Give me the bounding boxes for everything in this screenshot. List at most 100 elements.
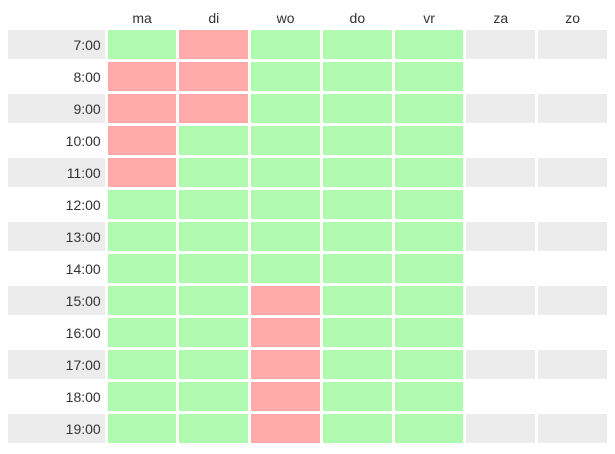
slot-do-9:00-available[interactable] — [322, 94, 392, 123]
slot-vr-12:00-available[interactable] — [394, 190, 464, 219]
slot-vr-13:00-available[interactable] — [394, 222, 464, 251]
slot-ma-10:00-unavailable[interactable] — [107, 126, 177, 155]
table-row: 10:00 — [8, 126, 607, 155]
time-label: 10:00 — [8, 126, 105, 155]
slot-wo-10:00-available[interactable] — [251, 126, 320, 155]
time-label: 18:00 — [8, 382, 105, 411]
slot-do-17:00-available[interactable] — [322, 350, 392, 379]
time-label: 13:00 — [8, 222, 105, 251]
slot-do-19:00-available[interactable] — [322, 414, 392, 443]
slot-ma-16:00-available[interactable] — [107, 318, 177, 347]
time-label: 19:00 — [8, 414, 105, 443]
slot-wo-11:00-available[interactable] — [251, 158, 320, 187]
table-row: 17:00 — [8, 350, 607, 379]
slot-ma-17:00-available[interactable] — [107, 350, 177, 379]
slot-wo-7:00-available[interactable] — [251, 30, 320, 59]
slot-ma-11:00-unavailable[interactable] — [107, 158, 177, 187]
slot-wo-15:00-unavailable[interactable] — [251, 286, 320, 315]
slot-vr-11:00-available[interactable] — [394, 158, 464, 187]
slot-do-14:00-available[interactable] — [322, 254, 392, 283]
slot-wo-19:00-unavailable[interactable] — [251, 414, 320, 443]
slot-di-19:00-available[interactable] — [179, 414, 249, 443]
slot-vr-19:00-available[interactable] — [394, 414, 464, 443]
slot-za-15:00-empty — [466, 286, 536, 315]
slot-ma-7:00-available[interactable] — [107, 30, 177, 59]
slot-vr-16:00-available[interactable] — [394, 318, 464, 347]
table-row: 16:00 — [8, 318, 607, 347]
slot-di-13:00-available[interactable] — [179, 222, 249, 251]
slot-vr-9:00-available[interactable] — [394, 94, 464, 123]
table-row: 11:00 — [8, 158, 607, 187]
slot-di-14:00-available[interactable] — [179, 254, 249, 283]
slot-za-14:00-empty — [466, 254, 536, 283]
table-row: 9:00 — [8, 94, 607, 123]
table-row: 8:00 — [8, 62, 607, 91]
slot-do-7:00-available[interactable] — [322, 30, 392, 59]
day-header-di: di — [208, 9, 220, 26]
slot-do-11:00-available[interactable] — [322, 158, 392, 187]
slot-do-15:00-available[interactable] — [322, 286, 392, 315]
time-label: 9:00 — [8, 94, 105, 123]
slot-vr-14:00-available[interactable] — [394, 254, 464, 283]
time-label: 14:00 — [8, 254, 105, 283]
slot-wo-17:00-unavailable[interactable] — [251, 350, 320, 379]
slot-zo-14:00-empty — [538, 254, 607, 283]
day-header-ma: ma — [132, 9, 152, 26]
slot-wo-16:00-unavailable[interactable] — [251, 318, 320, 347]
slot-ma-18:00-available[interactable] — [107, 382, 177, 411]
slot-di-9:00-unavailable[interactable] — [179, 94, 249, 123]
slot-di-12:00-available[interactable] — [179, 190, 249, 219]
slot-wo-14:00-available[interactable] — [251, 254, 320, 283]
day-header-zo: zo — [565, 9, 580, 26]
slot-do-18:00-available[interactable] — [322, 382, 392, 411]
slot-ma-15:00-available[interactable] — [107, 286, 177, 315]
slot-ma-12:00-available[interactable] — [107, 190, 177, 219]
slot-di-16:00-available[interactable] — [179, 318, 249, 347]
slot-wo-9:00-available[interactable] — [251, 94, 320, 123]
slot-vr-18:00-available[interactable] — [394, 382, 464, 411]
slot-zo-11:00-empty — [538, 158, 607, 187]
slot-ma-9:00-unavailable[interactable] — [107, 94, 177, 123]
table-row: 14:00 — [8, 254, 607, 283]
slot-di-18:00-available[interactable] — [179, 382, 249, 411]
slot-zo-13:00-empty — [538, 222, 607, 251]
slot-vr-8:00-available[interactable] — [394, 62, 464, 91]
slot-do-8:00-available[interactable] — [322, 62, 392, 91]
slot-vr-10:00-available[interactable] — [394, 126, 464, 155]
slot-za-7:00-empty — [466, 30, 536, 59]
slot-zo-9:00-empty — [538, 94, 607, 123]
slot-ma-13:00-available[interactable] — [107, 222, 177, 251]
slot-vr-7:00-available[interactable] — [394, 30, 464, 59]
slot-za-13:00-empty — [466, 222, 536, 251]
slot-do-10:00-available[interactable] — [322, 126, 392, 155]
slot-di-8:00-unavailable[interactable] — [179, 62, 249, 91]
header-row: ma di wo do vr za zo — [8, 8, 607, 27]
slot-wo-8:00-available[interactable] — [251, 62, 320, 91]
slot-di-17:00-available[interactable] — [179, 350, 249, 379]
corner-cell — [8, 8, 105, 27]
slot-wo-13:00-available[interactable] — [251, 222, 320, 251]
slot-ma-19:00-available[interactable] — [107, 414, 177, 443]
day-header-vr: vr — [423, 9, 435, 26]
slot-wo-18:00-unavailable[interactable] — [251, 382, 320, 411]
slot-di-7:00-unavailable[interactable] — [179, 30, 249, 59]
slot-di-10:00-available[interactable] — [179, 126, 249, 155]
time-label: 16:00 — [8, 318, 105, 347]
slot-vr-15:00-available[interactable] — [394, 286, 464, 315]
slot-za-9:00-empty — [466, 94, 536, 123]
slot-di-11:00-available[interactable] — [179, 158, 249, 187]
day-header-za: za — [493, 9, 509, 26]
slot-wo-12:00-available[interactable] — [251, 190, 320, 219]
time-label: 15:00 — [8, 286, 105, 315]
slot-do-13:00-available[interactable] — [322, 222, 392, 251]
slot-za-11:00-empty — [466, 158, 536, 187]
slot-ma-8:00-unavailable[interactable] — [107, 62, 177, 91]
slot-vr-17:00-available[interactable] — [394, 350, 464, 379]
slot-ma-14:00-available[interactable] — [107, 254, 177, 283]
time-label: 8:00 — [8, 62, 105, 91]
slot-do-12:00-available[interactable] — [322, 190, 392, 219]
slot-do-16:00-available[interactable] — [322, 318, 392, 347]
time-label: 11:00 — [8, 158, 105, 187]
slot-di-15:00-available[interactable] — [179, 286, 249, 315]
day-header-do: do — [349, 9, 366, 26]
